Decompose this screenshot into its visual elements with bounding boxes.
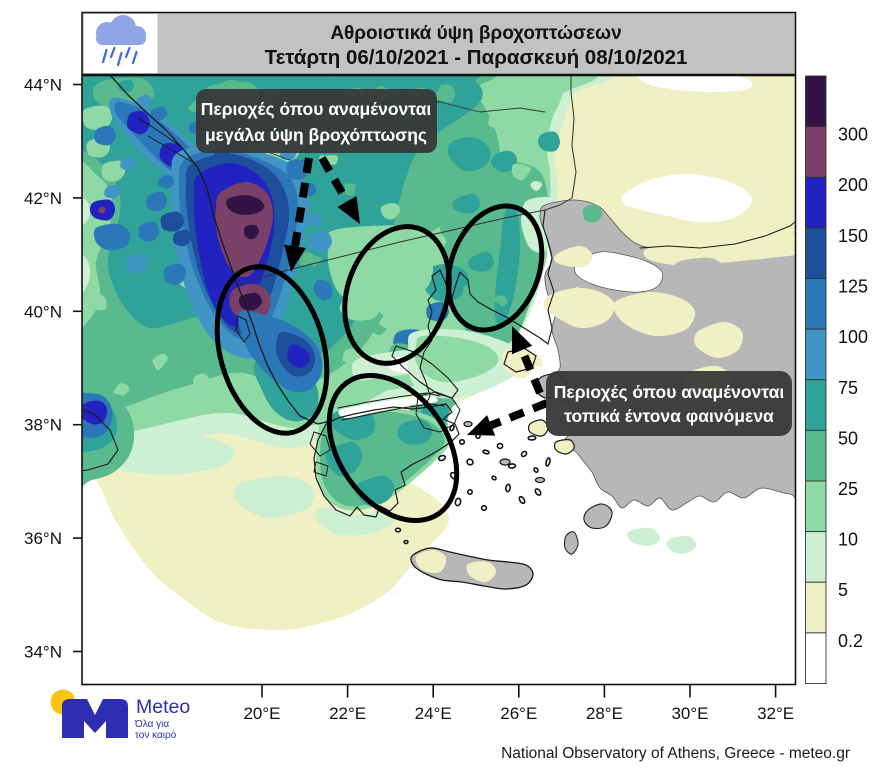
svg-text:Περιοχές όπου αναμένονται: Περιοχές όπου αναμένονται xyxy=(201,99,432,119)
svg-text:40°N: 40°N xyxy=(24,302,62,321)
svg-text:5: 5 xyxy=(838,580,848,600)
svg-text:24°E: 24°E xyxy=(415,704,452,723)
svg-text:τοπικά έντονα φαινόμενα: τοπικά έντονα φαινόμενα xyxy=(564,406,774,426)
svg-text:38°N: 38°N xyxy=(24,416,62,435)
svg-text:26°E: 26°E xyxy=(500,704,537,723)
svg-text:200: 200 xyxy=(838,175,868,195)
svg-text:22°E: 22°E xyxy=(329,704,366,723)
svg-text:τον καιρό: τον καιρό xyxy=(135,729,177,741)
svg-text:Αθροιστικά ύψη βροχοπτώσεων: Αθροιστικά ύψη βροχοπτώσεων xyxy=(330,23,621,44)
svg-text:150: 150 xyxy=(838,226,868,246)
svg-text:32°E: 32°E xyxy=(757,704,794,723)
svg-text:100: 100 xyxy=(838,327,868,347)
svg-text:Περιοχές όπου αναμένονται: Περιοχές όπου αναμένονται xyxy=(554,382,785,402)
svg-text:μεγάλα ύψη βροχόπτωσης: μεγάλα ύψη βροχόπτωσης xyxy=(205,125,427,145)
svg-text:Meteo: Meteo xyxy=(136,696,190,718)
svg-text:28°E: 28°E xyxy=(586,704,623,723)
svg-text:300: 300 xyxy=(838,125,868,145)
svg-text:125: 125 xyxy=(838,277,868,297)
svg-text:Τετάρτη 06/10/2021 - Παρασκευή: Τετάρτη 06/10/2021 - Παρασκευή 08/10/202… xyxy=(265,46,688,69)
svg-text:34°N: 34°N xyxy=(24,643,62,662)
svg-text:50: 50 xyxy=(838,428,858,448)
svg-text:10: 10 xyxy=(838,530,858,550)
svg-text:25: 25 xyxy=(838,479,858,499)
svg-text:44°N: 44°N xyxy=(24,76,62,95)
svg-text:75: 75 xyxy=(838,378,858,398)
svg-text:36°N: 36°N xyxy=(24,529,62,548)
svg-text:20°E: 20°E xyxy=(243,704,280,723)
svg-text:Όλα για: Όλα για xyxy=(134,719,169,730)
svg-text:National Observatory of Athens: National Observatory of Athens, Greece -… xyxy=(501,745,850,762)
svg-text:42°N: 42°N xyxy=(24,189,62,208)
svg-text:30°E: 30°E xyxy=(671,704,708,723)
svg-text:0.2: 0.2 xyxy=(838,631,863,651)
